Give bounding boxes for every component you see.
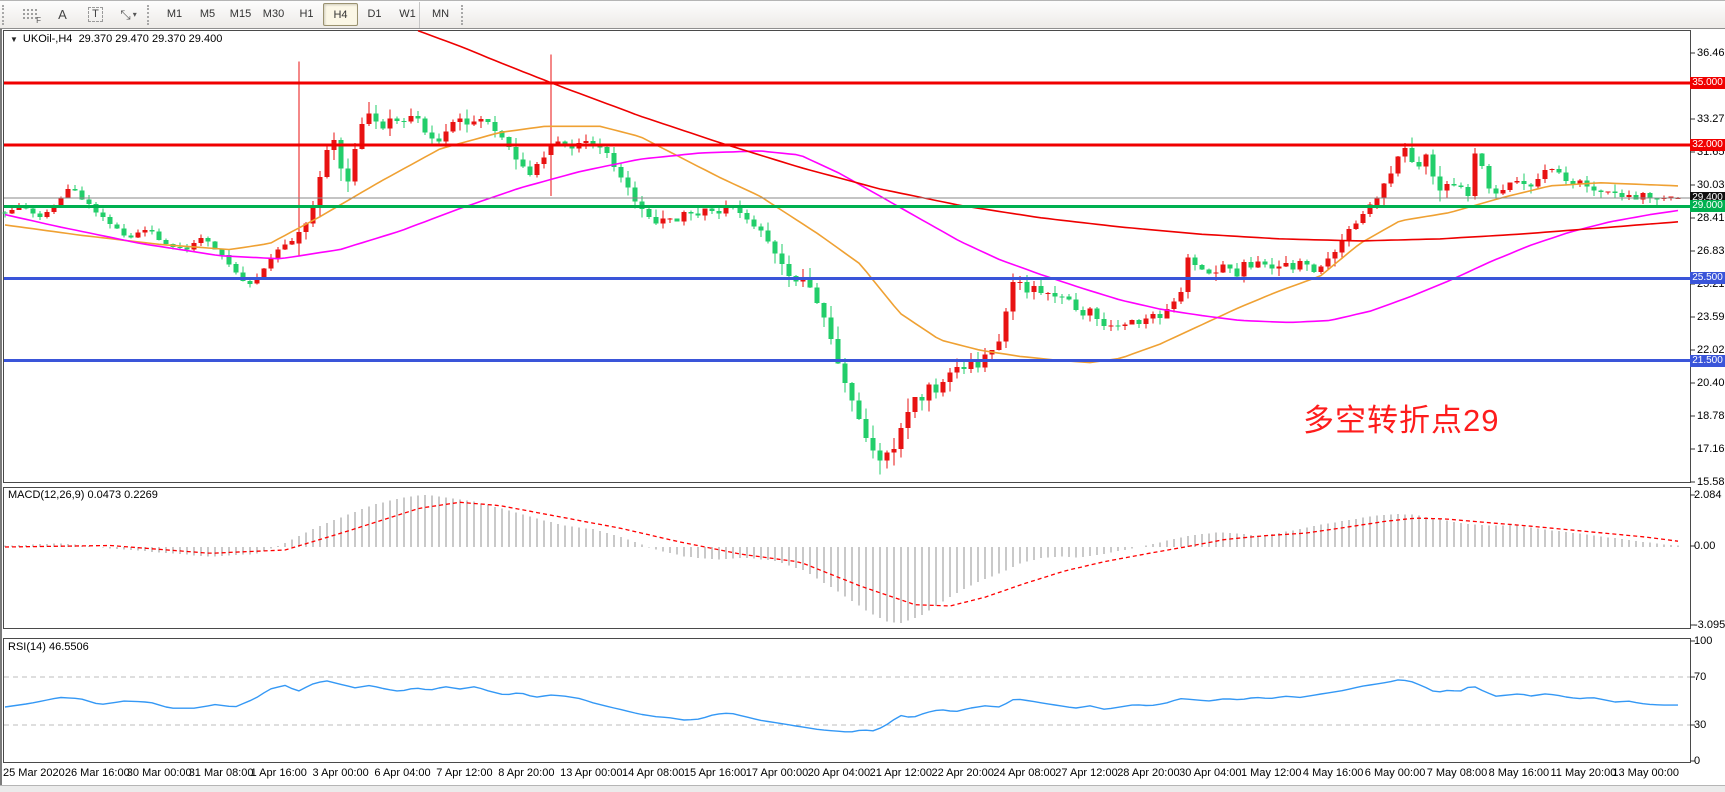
timeframe-button-h4[interactable]: H4 xyxy=(323,3,358,26)
price-level-tag: 35.000 xyxy=(1690,77,1725,90)
window-bottom-strip xyxy=(0,785,1725,792)
text-box-icon: T xyxy=(88,7,103,22)
grid-dots-icon: F xyxy=(22,8,41,25)
date-axis-label[interactable]: 22 Apr 20:00 xyxy=(931,767,994,779)
rsi-indicator-label: RSI(14) 46.5506 xyxy=(8,641,89,653)
timeframe-button-m30[interactable]: M30 xyxy=(262,7,285,20)
date-axis-label[interactable]: 21 Apr 12:00 xyxy=(869,767,932,779)
date-axis-label[interactable]: 7 Apr 12:00 xyxy=(436,767,493,779)
date-axis-label[interactable]: 13 Apr 00:00 xyxy=(560,767,623,779)
text-tool-button[interactable]: A xyxy=(46,4,79,25)
date-axis-label[interactable]: 15 Apr 16:00 xyxy=(683,767,747,779)
arrow-objects-button[interactable]: ⤡ ▾ xyxy=(112,4,145,25)
price-level-tag: 32.000 xyxy=(1690,138,1725,151)
date-axis-label[interactable]: 26 Mar 16:00 xyxy=(64,767,130,779)
price-axis-tick: 22.020 xyxy=(1697,344,1725,356)
date-axis-label[interactable]: 30 Apr 04:00 xyxy=(1179,767,1242,779)
date-axis-label[interactable]: 6 Apr 04:00 xyxy=(374,767,431,779)
price-axis-tick: 28.410 xyxy=(1697,212,1725,224)
date-axis-label[interactable]: 7 May 08:00 xyxy=(1426,767,1488,779)
macd-axis-tick: 0.00 xyxy=(1694,540,1716,552)
rsi-axis-tick: 30 xyxy=(1694,719,1707,731)
date-axis-label[interactable]: 20 Apr 04:00 xyxy=(807,767,871,779)
text-box-tool-button[interactable]: T xyxy=(79,4,112,25)
timeframe-button-w1[interactable]: W1 xyxy=(399,7,416,20)
macd-axis-tick: 2.084 xyxy=(1694,489,1722,501)
symbol-dropdown-icon[interactable]: ▼ xyxy=(10,35,18,44)
date-axis-label[interactable]: 25 Mar 2020 xyxy=(3,767,65,779)
price-axis-tick: 15.585 xyxy=(1697,476,1725,488)
diagonal-arrows-icon: ⤡ xyxy=(120,6,131,22)
price-level-tag: 25.500 xyxy=(1690,272,1725,285)
price-axis-tick: 18.780 xyxy=(1697,410,1725,422)
price-axis-tick: 23.595 xyxy=(1697,311,1725,323)
price-axis-tick: 20.400 xyxy=(1697,377,1725,389)
date-axis-label[interactable]: 6 May 00:00 xyxy=(1364,767,1426,779)
date-axis-label[interactable]: 27 Apr 12:00 xyxy=(1055,767,1118,779)
date-axis-label[interactable]: 1 May 12:00 xyxy=(1241,767,1302,779)
timeframe-button-d1[interactable]: D1 xyxy=(367,7,382,20)
toolbar: F A T ⤡ ▾ M1 M5 M15 M30 H1 H4 D1 W1 MN xyxy=(0,0,1725,29)
price-level-tag: 29.000 xyxy=(1690,200,1725,213)
price-axis-tick: 36.465 xyxy=(1697,47,1725,59)
ohlc-readout: 29.370 29.470 29.370 29.400 xyxy=(78,33,223,45)
window-left-border xyxy=(0,29,2,792)
timeframe-button-mn[interactable]: MN xyxy=(431,7,450,20)
date-axis-label[interactable]: 24 Apr 08:00 xyxy=(993,767,1056,779)
price-axis-tick: 30.030 xyxy=(1697,179,1725,191)
chart-title: ▼ UKOil-,H4 29.370 29.470 29.370 29.400 xyxy=(10,33,222,45)
rsi-axis-tick: 0 xyxy=(1694,755,1701,767)
annotation-text: 多空转折点29 xyxy=(1303,403,1500,438)
toolbar-grip-2[interactable] xyxy=(147,4,155,25)
date-axis-label[interactable]: 4 May 16:00 xyxy=(1302,767,1364,779)
date-axis-label[interactable]: 17 Apr 00:00 xyxy=(745,767,809,779)
price-level-tag: 21.500 xyxy=(1690,354,1725,367)
date-axis-label[interactable]: 13 May 00:00 xyxy=(1612,767,1680,779)
text-a-icon: A xyxy=(58,7,67,22)
price-axis-tick: 33.270 xyxy=(1697,113,1725,125)
date-axis-label[interactable]: 1 Apr 16:00 xyxy=(250,767,307,779)
price-axis-tick: 17.160 xyxy=(1697,443,1725,455)
macd-axis-tick: -3.0957 xyxy=(1694,619,1725,631)
toolbar-separator xyxy=(419,2,420,28)
timeframe-button-group: M1 M5 M15 M30 H1 H4 D1 W1 MN xyxy=(158,3,457,26)
toolbar-grip-3[interactable] xyxy=(461,4,469,25)
date-axis-label[interactable]: 8 Apr 20:00 xyxy=(498,767,555,779)
timeframe-button-m5[interactable]: M5 xyxy=(199,7,216,20)
chart-grid-tool-button[interactable]: F xyxy=(13,4,46,25)
symbol-timeframe-label: UKOil-,H4 xyxy=(22,33,73,45)
date-axis-label[interactable]: 30 Mar 00:00 xyxy=(126,767,192,779)
date-axis-label[interactable]: 28 Apr 20:00 xyxy=(1117,767,1180,779)
price-axis-tick: 26.835 xyxy=(1697,245,1725,257)
toolbar-grip[interactable] xyxy=(2,4,10,25)
date-axis-label[interactable]: 31 Mar 08:00 xyxy=(188,767,254,779)
date-axis-label[interactable]: 8 May 16:00 xyxy=(1488,767,1550,779)
macd-indicator-label: MACD(12,26,9) 0.0473 0.2269 xyxy=(8,489,158,501)
date-axis-label[interactable]: 3 Apr 00:00 xyxy=(312,767,369,779)
timeframe-button-m15[interactable]: M15 xyxy=(229,7,252,20)
timeframe-button-h1[interactable]: H1 xyxy=(299,7,314,20)
rsi-axis-tick: 100 xyxy=(1694,635,1713,647)
date-axis-label[interactable]: 11 May 20:00 xyxy=(1550,767,1617,779)
timeframe-button-m1[interactable]: M1 xyxy=(166,7,183,20)
date-axis-label[interactable]: 14 Apr 08:00 xyxy=(622,767,685,779)
chevron-down-icon: ▾ xyxy=(132,10,137,19)
rsi-axis-tick: 70 xyxy=(1694,671,1707,683)
